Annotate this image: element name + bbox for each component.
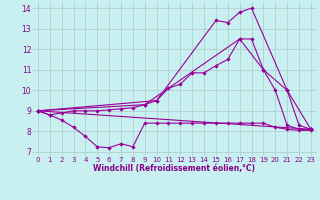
X-axis label: Windchill (Refroidissement éolien,°C): Windchill (Refroidissement éolien,°C) [93,164,255,173]
